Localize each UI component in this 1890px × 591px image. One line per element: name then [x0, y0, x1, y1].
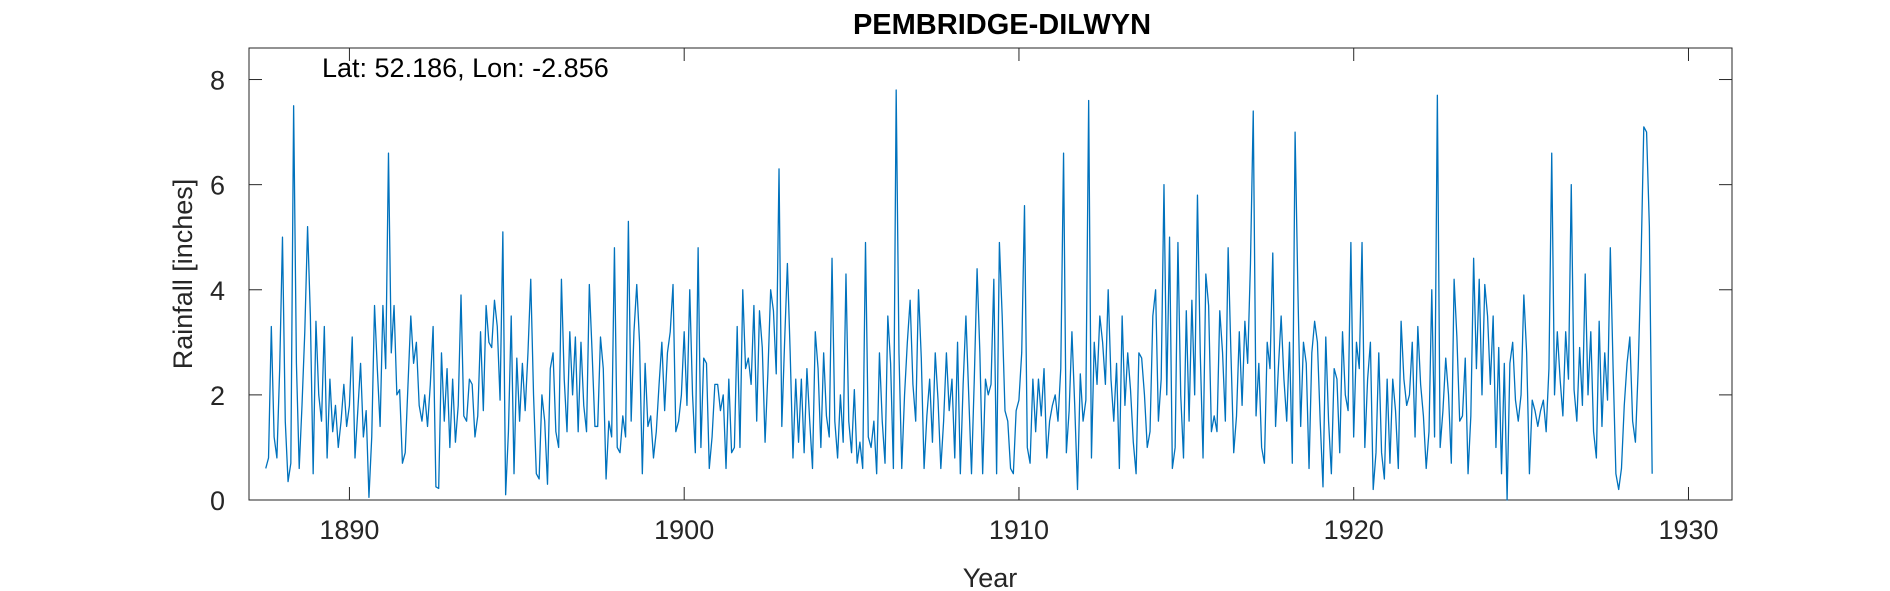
x-axis: 1890 1900 1910 1920 1930 [319, 48, 1719, 545]
series-line [265, 89, 1653, 501]
y-axis: 0 2 4 6 8 [210, 66, 1732, 516]
chart-title: PEMBRIDGE-DILWYN [853, 9, 1151, 41]
x-tick-label: 1910 [989, 515, 1049, 545]
x-axis-label: Year [963, 563, 1018, 591]
x-tick-label: 1930 [1658, 515, 1718, 545]
x-tick-label: 1890 [319, 515, 379, 545]
location-annotation: Lat: 52.186, Lon: -2.856 [322, 53, 609, 83]
y-tick-label: 0 [210, 486, 225, 516]
y-tick-label: 4 [210, 276, 225, 306]
y-tick-label: 6 [210, 171, 225, 201]
y-tick-label: 2 [210, 381, 225, 411]
x-tick-label: 1900 [654, 515, 714, 545]
y-tick-label: 8 [210, 66, 225, 96]
y-axis-label: Rainfall [inches] [168, 179, 198, 370]
x-tick-label: 1920 [1324, 515, 1384, 545]
plot-area [248, 47, 1733, 501]
